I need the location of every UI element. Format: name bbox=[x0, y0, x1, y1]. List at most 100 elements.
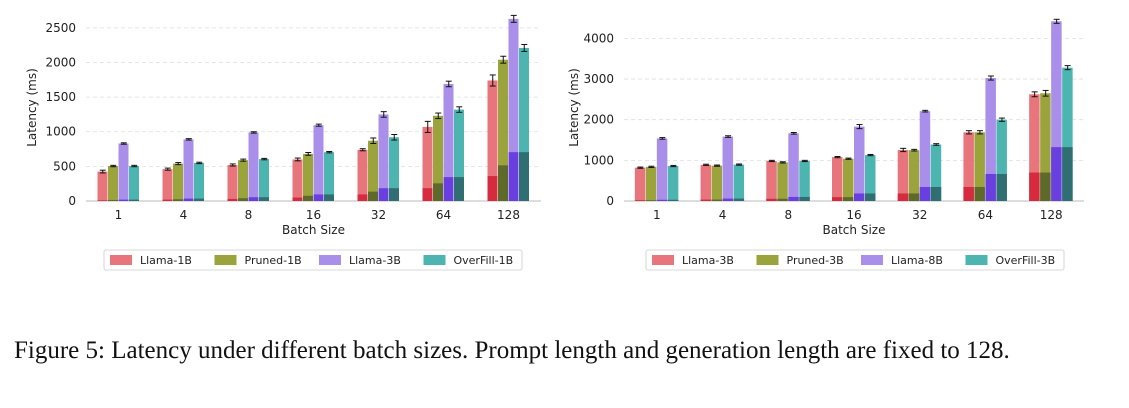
bar-inner-segment bbox=[324, 194, 334, 201]
bar-inner-segment bbox=[173, 199, 183, 201]
y-tick-label: 0 bbox=[68, 194, 76, 208]
bar bbox=[313, 125, 324, 201]
legend-swatch bbox=[423, 255, 446, 265]
bar bbox=[487, 80, 498, 201]
bar-inner-segment bbox=[129, 199, 139, 201]
bar-inner-segment bbox=[1040, 172, 1051, 201]
bar-inner-segment bbox=[1029, 172, 1040, 201]
bar-inner-segment bbox=[733, 198, 745, 201]
bar bbox=[733, 164, 745, 201]
x-tick-label: 16 bbox=[846, 208, 861, 222]
bar-inner-segment bbox=[519, 152, 529, 201]
bar bbox=[711, 165, 723, 201]
legend-label: Llama-1B bbox=[140, 254, 192, 267]
bar bbox=[378, 114, 389, 201]
bar-inner-segment bbox=[700, 199, 712, 201]
bar bbox=[454, 109, 464, 201]
bar-inner-segment bbox=[433, 183, 443, 201]
bar bbox=[422, 126, 433, 201]
x-tick-label: 4 bbox=[180, 208, 188, 222]
bar-inner-segment bbox=[248, 197, 259, 201]
bar bbox=[634, 167, 646, 201]
bar-inner-segment bbox=[777, 198, 788, 201]
x-tick-label: 8 bbox=[245, 208, 253, 222]
bar-inner-segment bbox=[378, 188, 389, 201]
bar-inner-segment bbox=[799, 196, 810, 201]
y-axis-label: Latency (ms) bbox=[25, 68, 39, 147]
y-tick-label: 4000 bbox=[583, 31, 614, 45]
bar-inner-segment bbox=[508, 152, 519, 201]
bar bbox=[238, 160, 248, 201]
legend-item: Llama-3B bbox=[652, 254, 734, 267]
bar bbox=[930, 144, 942, 201]
x-tick-label: 64 bbox=[978, 208, 993, 222]
bar bbox=[788, 133, 799, 201]
legend-item: OverFill-1B bbox=[423, 254, 513, 267]
bar bbox=[183, 139, 194, 201]
x-tick-label: 128 bbox=[497, 208, 520, 222]
bar bbox=[996, 119, 1007, 201]
bar-inner-segment bbox=[238, 198, 248, 201]
legend-item: Pruned-1B bbox=[214, 254, 302, 267]
bar bbox=[259, 159, 269, 201]
bar bbox=[498, 59, 508, 201]
bar bbox=[508, 18, 519, 202]
bar-inner-segment bbox=[908, 193, 920, 201]
bar-inner-segment bbox=[443, 177, 454, 201]
y-tick-label: 1000 bbox=[583, 153, 614, 167]
bar-inner-segment bbox=[292, 197, 303, 201]
bar bbox=[908, 150, 920, 201]
x-tick-label: 1 bbox=[115, 208, 123, 222]
bar bbox=[368, 140, 378, 201]
legend-label: OverFill-3B bbox=[996, 254, 1056, 267]
bar-inner-segment bbox=[985, 173, 996, 201]
bar bbox=[357, 149, 368, 201]
bar bbox=[443, 83, 454, 201]
latency-chart-3b: 0 1000 2000 3000 4000 Latency (ms) 1 4 8 16 32 64 12… bbox=[560, 0, 1129, 280]
x-tick-label: 16 bbox=[306, 208, 321, 222]
bar-inner-segment bbox=[766, 198, 777, 201]
bar bbox=[162, 169, 173, 201]
legend-swatch bbox=[965, 255, 988, 265]
bar-inner-segment bbox=[313, 194, 324, 201]
bar-inner-segment bbox=[832, 197, 843, 201]
bar bbox=[985, 78, 996, 201]
bar-inner-segment bbox=[108, 199, 118, 201]
bar bbox=[656, 138, 668, 201]
bar bbox=[832, 157, 843, 201]
bar bbox=[722, 136, 734, 201]
bar-inner-segment bbox=[498, 165, 508, 201]
bar-inner-segment bbox=[963, 186, 974, 201]
bar-inner-segment bbox=[303, 195, 313, 201]
bar bbox=[519, 47, 529, 201]
bar-inner-segment bbox=[357, 194, 368, 201]
x-tick-label: 8 bbox=[784, 208, 792, 222]
bar-inner-segment bbox=[454, 177, 464, 201]
y-tick-label: 500 bbox=[53, 159, 76, 173]
legend-label: Llama-3B bbox=[682, 254, 734, 267]
bar bbox=[324, 152, 334, 201]
bar-inner-segment bbox=[162, 199, 173, 201]
bar-inner-segment bbox=[974, 186, 985, 201]
bar-inner-segment bbox=[645, 200, 657, 201]
bar-inner-segment bbox=[788, 196, 799, 201]
bar bbox=[1051, 21, 1062, 202]
x-axis-label: Batch Size bbox=[823, 223, 886, 237]
bar bbox=[108, 166, 118, 201]
legend-item: Llama-3B bbox=[319, 254, 401, 267]
legend-swatch bbox=[861, 255, 883, 265]
legend-swatch bbox=[652, 255, 674, 265]
chart-svg: 0 1000 2000 3000 4000 Latency (ms) 1 4 8 16 32 64 12… bbox=[567, 18, 1084, 271]
bar bbox=[292, 159, 303, 201]
bar bbox=[700, 164, 712, 201]
y-tick-label: 2500 bbox=[45, 21, 76, 35]
bar-inner-segment bbox=[227, 198, 238, 201]
bar-inner-segment bbox=[487, 176, 498, 201]
bar bbox=[118, 143, 129, 201]
legend-frame bbox=[645, 249, 1065, 271]
x-axis-label: Batch Size bbox=[282, 223, 345, 237]
legend-swatch bbox=[756, 255, 779, 265]
legend-item: OverFill-3B bbox=[965, 254, 1056, 267]
bar-inner-segment bbox=[722, 198, 734, 201]
legend-label: Llama-3B bbox=[349, 254, 401, 267]
